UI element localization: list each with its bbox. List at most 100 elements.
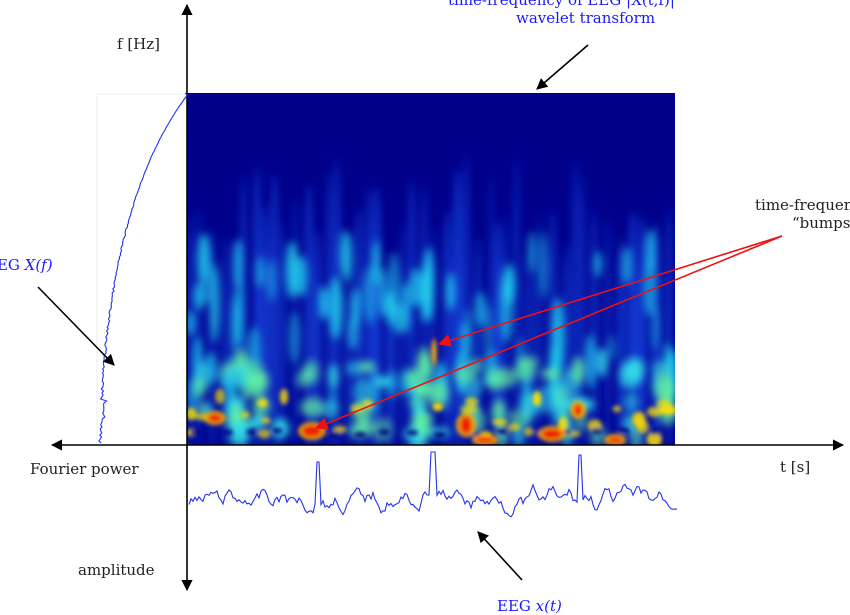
spectrogram-streak bbox=[221, 235, 227, 445]
spectrogram-plume bbox=[594, 251, 602, 277]
spectrogram-cell bbox=[412, 412, 434, 423]
spectrogram-plume bbox=[193, 282, 205, 311]
fourier-power-label: Fourier power bbox=[30, 460, 139, 478]
spectrogram-bump bbox=[208, 414, 222, 422]
spectrogram-plume bbox=[372, 240, 380, 286]
eeg-signal-prefix: EEG bbox=[497, 597, 536, 615]
spectrogram-plume bbox=[608, 335, 615, 361]
spectrogram-cell bbox=[358, 361, 375, 372]
spectrogram-bump bbox=[460, 416, 472, 434]
spectrogram-warm-spot bbox=[258, 429, 271, 439]
spectrogram-bump bbox=[476, 437, 494, 443]
spectrogram-streak bbox=[399, 222, 405, 445]
bumps-label-line2: “bumps” bbox=[792, 214, 850, 232]
spectrogram-plume bbox=[400, 284, 408, 329]
spectrogram-plume bbox=[446, 273, 455, 311]
bump-arrow-lower bbox=[314, 235, 783, 430]
spectrogram-cell bbox=[572, 357, 584, 385]
bump-arrow-upper bbox=[437, 235, 783, 347]
spectrogram-streak bbox=[604, 219, 612, 445]
spectrogram-plume bbox=[266, 259, 277, 301]
spectrogram-streak bbox=[314, 228, 322, 445]
spectrogram-cell bbox=[353, 378, 373, 406]
spectrogram-cell bbox=[541, 368, 561, 379]
spectrogram-warm-spot bbox=[612, 405, 622, 413]
spectrogram-plume bbox=[409, 268, 422, 307]
spectrogram-gap bbox=[221, 429, 234, 436]
wavelet-arrow bbox=[536, 44, 589, 90]
spectrogram-cell bbox=[328, 364, 339, 389]
spectrogram-plume bbox=[622, 247, 632, 284]
spectrogram-cell bbox=[535, 385, 559, 414]
fourier-arrow bbox=[37, 286, 115, 366]
spectrogram-cell bbox=[359, 420, 377, 433]
spectrogram-gap bbox=[433, 431, 446, 438]
spectrogram-plume bbox=[502, 264, 515, 306]
spectrogram-cell bbox=[373, 376, 393, 387]
spectrogram-warm-spot bbox=[492, 418, 508, 426]
spectrogram-gap bbox=[378, 429, 391, 436]
wavelet-title-line1: time-frequency of EEG |X(t,f)| bbox=[448, 0, 675, 9]
spectrogram-warm-spot bbox=[279, 388, 289, 405]
spectrogram-plume bbox=[231, 296, 238, 353]
spectrogram-gap bbox=[328, 430, 341, 437]
spectrogram-gap bbox=[406, 429, 419, 436]
spectrogram-cell bbox=[624, 392, 638, 413]
spectrogram-plume bbox=[652, 304, 659, 351]
spectrogram-warm-spot bbox=[260, 417, 271, 424]
spectrogram-plume bbox=[255, 256, 265, 288]
spectrogram-plume bbox=[460, 322, 468, 361]
spectrogram-warm-spot bbox=[646, 406, 662, 417]
spectrogram-cell bbox=[650, 360, 673, 373]
eeg-arrow bbox=[477, 531, 523, 581]
spectrogram-plume bbox=[387, 369, 398, 399]
spectrogram-cell bbox=[300, 398, 325, 417]
spectrogram-plume bbox=[585, 334, 596, 389]
spectrogram-warm-spot bbox=[465, 397, 479, 407]
spectrogram-plume bbox=[484, 306, 492, 357]
spectrogram-bump bbox=[542, 429, 562, 439]
spectrogram-streak bbox=[442, 209, 452, 445]
spectrogram-gap bbox=[189, 429, 201, 436]
spectrogram-cell bbox=[250, 414, 266, 426]
spectrogram-warm-spot bbox=[523, 427, 534, 437]
spectrogram-plume bbox=[234, 239, 243, 288]
spectrogram-cell bbox=[243, 360, 265, 389]
time-axis-label: t [s] bbox=[780, 458, 811, 476]
spectrogram-plume bbox=[379, 268, 386, 318]
spectrogram-gap bbox=[590, 427, 603, 434]
spectrogram-gap bbox=[246, 429, 259, 435]
spectrogram-cell bbox=[496, 423, 508, 445]
spectrogram-plume bbox=[288, 312, 301, 364]
spectrogram-streak bbox=[269, 173, 280, 445]
spectrogram-cell bbox=[416, 355, 434, 381]
fourier-power-curve bbox=[98, 92, 189, 444]
fourier-eeg-label: EEG X(f) bbox=[0, 256, 53, 274]
frequency-axis-label: f [Hz] bbox=[117, 35, 161, 53]
spectrogram-cell bbox=[468, 358, 483, 373]
spectrogram-warm-spot bbox=[532, 391, 542, 407]
eeg-signal-label: EEG x(t) bbox=[497, 597, 562, 615]
spectrogram-plume bbox=[340, 229, 351, 279]
spectrogram-streak bbox=[304, 182, 314, 445]
bumps-label-line1: time-frequency bbox=[755, 196, 850, 214]
spectrogram-cell bbox=[493, 368, 518, 388]
spectrogram-plume bbox=[362, 266, 377, 324]
spectrogram-bump bbox=[574, 404, 582, 416]
spectrogram-cell bbox=[426, 380, 448, 406]
spectrogram-streak bbox=[617, 236, 625, 445]
spectrogram-warm-spot bbox=[636, 420, 649, 434]
spectrogram-cell bbox=[193, 377, 206, 398]
spectrogram-gap bbox=[617, 427, 630, 434]
spectrogram-gap bbox=[496, 428, 509, 434]
eeg-signal-trace bbox=[188, 451, 677, 518]
spectrogram-plume bbox=[528, 231, 536, 274]
spectrogram-plume bbox=[646, 229, 655, 272]
spectrogram-cell bbox=[220, 363, 234, 375]
spectrogram-warm-spot bbox=[241, 411, 250, 418]
spectrogram-plume bbox=[295, 255, 307, 297]
spectrogram-upper-bump-core bbox=[432, 342, 436, 362]
spectrogram-warm-spot bbox=[507, 422, 521, 432]
spectrogram-plume bbox=[644, 256, 656, 316]
